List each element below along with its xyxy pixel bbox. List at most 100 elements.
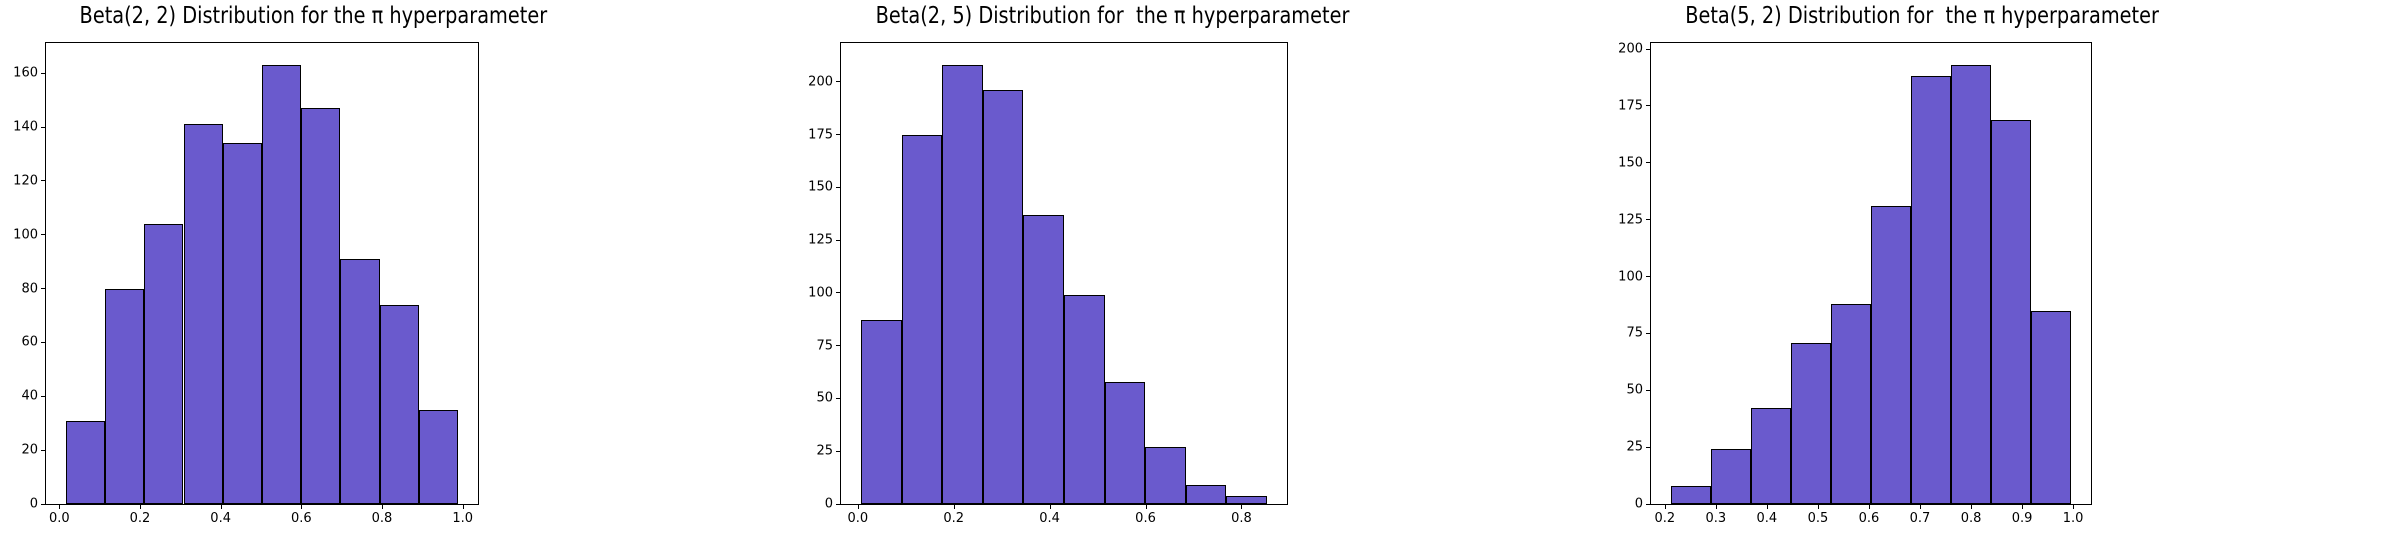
x-tick-mark bbox=[139, 504, 141, 509]
x-tick-label: 1.0 bbox=[452, 511, 474, 526]
histogram-bar bbox=[1064, 295, 1105, 504]
histogram-bar bbox=[379, 304, 419, 504]
histogram-bar bbox=[65, 420, 105, 504]
histogram-bar bbox=[418, 409, 459, 504]
y-tick-label: 0 bbox=[1634, 496, 1643, 512]
histogram-bar bbox=[861, 320, 902, 504]
y-tick-label: 20 bbox=[21, 442, 38, 458]
y-tick-mark bbox=[41, 449, 46, 451]
y-tick-mark bbox=[836, 134, 841, 136]
histogram-bar bbox=[1911, 76, 1952, 504]
x-tick-mark bbox=[1766, 504, 1768, 509]
y-tick-mark bbox=[836, 186, 841, 188]
y-tick-label: 100 bbox=[13, 227, 38, 243]
histogram-bar bbox=[1023, 214, 1064, 504]
x-tick-mark bbox=[301, 504, 303, 509]
y-tick-label: 25 bbox=[1626, 439, 1643, 455]
y-tick-label: 0 bbox=[824, 496, 833, 512]
y-tick-mark bbox=[41, 234, 46, 236]
histogram-bar bbox=[222, 143, 262, 504]
x-tick-label: 0.6 bbox=[1858, 511, 1880, 526]
plot-area: 0 25 50 75 100 125 150 175 200 0.2 0.3 0.4 0.5 0.6 0.7… bbox=[1618, 42, 2092, 525]
x-tick-mark bbox=[953, 504, 955, 509]
y-tick-mark bbox=[1646, 105, 1651, 107]
histogram-bar bbox=[942, 64, 983, 504]
x-tick-mark bbox=[1971, 504, 1973, 509]
plot-area: 0 25 50 75 100 125 150 175 200 0.0 0.2 0.4 0.6 0.8 bbox=[808, 42, 1288, 525]
x-tick-label: 0.7 bbox=[1909, 511, 1931, 526]
histogram-bar bbox=[901, 134, 943, 504]
y-tick-mark bbox=[41, 288, 46, 290]
y-tick-mark bbox=[836, 81, 841, 83]
chart-title: Beta(2, 2) Distribution for the π hyperp… bbox=[79, 3, 548, 29]
x-tick-mark bbox=[382, 504, 383, 509]
histogram-bar bbox=[1226, 495, 1267, 504]
x-tick-mark bbox=[1817, 504, 1819, 509]
x-tick-label: 0.0 bbox=[847, 511, 869, 526]
y-tick-mark bbox=[836, 239, 841, 241]
y-tick-mark bbox=[836, 503, 841, 505]
histogram-bar bbox=[2031, 310, 2072, 504]
histogram-bar bbox=[1710, 449, 1751, 504]
y-tick-label: 50 bbox=[1626, 382, 1643, 398]
y-tick-mark bbox=[1646, 446, 1651, 448]
y-tick-mark bbox=[1646, 276, 1651, 278]
y-tick-mark bbox=[836, 292, 841, 294]
x-tick-mark bbox=[1868, 504, 1870, 509]
histogram-bar bbox=[1871, 206, 1912, 504]
y-tick-label: 75 bbox=[1626, 325, 1643, 341]
x-tick-label: 0.4 bbox=[210, 511, 231, 526]
y-tick-mark bbox=[836, 345, 841, 347]
x-tick-label: 0.4 bbox=[1756, 511, 1778, 526]
y-tick-mark bbox=[1646, 389, 1651, 391]
y-tick-label: 140 bbox=[13, 119, 38, 135]
y-tick-label: 60 bbox=[21, 334, 38, 350]
x-tick-label: 0.5 bbox=[1807, 511, 1829, 526]
histogram-bar bbox=[1790, 342, 1831, 504]
x-tick-mark bbox=[1715, 504, 1717, 509]
x-tick-label: 0.6 bbox=[290, 511, 312, 526]
x-tick-label: 0.2 bbox=[129, 511, 151, 526]
y-tick-label: 125 bbox=[1618, 212, 1643, 228]
x-tick-mark bbox=[1145, 504, 1147, 509]
x-tick-mark bbox=[2022, 504, 2024, 509]
histogram-bar bbox=[1104, 381, 1146, 504]
x-tick-label: 0.8 bbox=[371, 511, 393, 526]
y-tick-label: 120 bbox=[13, 173, 38, 189]
chart-title: Beta(5, 2) Distribution for the π hyperp… bbox=[1685, 3, 2159, 29]
y-tick-mark bbox=[41, 180, 46, 182]
y-tick-mark bbox=[41, 395, 46, 397]
y-tick-label: 160 bbox=[13, 65, 38, 81]
y-tick-mark bbox=[41, 126, 46, 128]
histogram-bar bbox=[1670, 485, 1711, 504]
histogram-bar bbox=[340, 258, 380, 504]
y-tick-mark bbox=[1646, 332, 1651, 334]
x-tick-label: 0.6 bbox=[1135, 511, 1156, 526]
histogram-bar bbox=[1830, 303, 1871, 504]
histogram-bar bbox=[144, 223, 184, 504]
y-tick-label: 100 bbox=[808, 285, 833, 301]
histogram-bar bbox=[982, 90, 1024, 504]
y-tick-label: 125 bbox=[808, 232, 833, 248]
y-tick-mark bbox=[41, 72, 46, 74]
histogram-bar bbox=[1185, 485, 1227, 504]
y-tick-label: 0 bbox=[29, 496, 38, 512]
histogram-bar bbox=[1750, 408, 1791, 504]
y-tick-label: 175 bbox=[808, 127, 833, 143]
y-tick-label: 200 bbox=[808, 74, 833, 90]
y-tick-mark bbox=[1646, 162, 1651, 164]
histogram-bar bbox=[1951, 65, 1992, 504]
y-tick-mark bbox=[41, 503, 46, 505]
y-tick-mark bbox=[836, 397, 841, 399]
y-tick-label: 40 bbox=[21, 388, 38, 404]
y-tick-mark bbox=[1646, 48, 1651, 50]
x-tick-mark bbox=[59, 504, 61, 509]
y-tick-mark bbox=[836, 450, 841, 452]
x-tick-label: 0.8 bbox=[1231, 511, 1252, 526]
x-tick-label: 0.8 bbox=[1960, 511, 1982, 526]
histogram-bar bbox=[105, 288, 145, 504]
y-tick-label: 75 bbox=[816, 338, 833, 354]
x-tick-mark bbox=[857, 504, 859, 509]
plot-area: 0 20 40 60 80 100 120 140 160 0.0 0.2 0.4 0.6 0.8 1.0 bbox=[13, 42, 479, 525]
